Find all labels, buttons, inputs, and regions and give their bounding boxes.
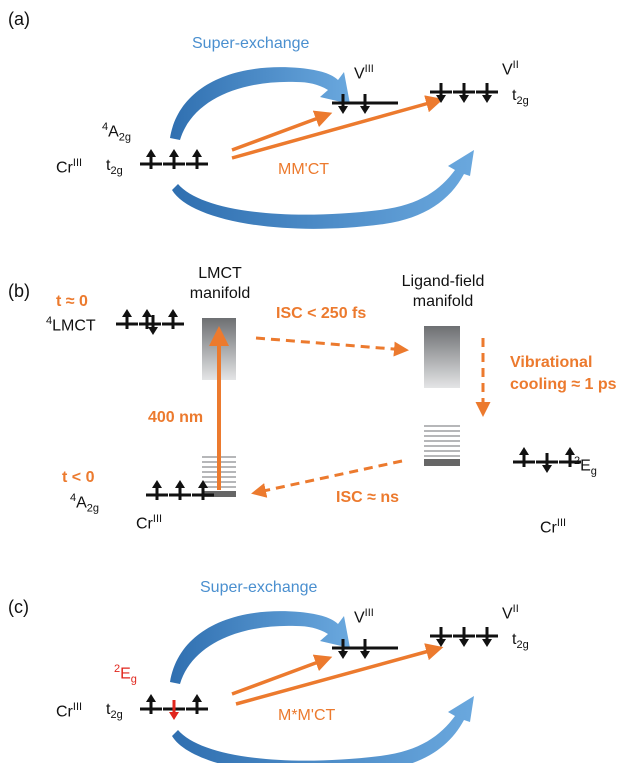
panel-c-tag: (c) bbox=[8, 597, 29, 617]
spin-down-arrow bbox=[436, 83, 446, 103]
spin-down-arrow bbox=[338, 639, 348, 659]
spin-down-arrow bbox=[459, 83, 469, 103]
viii-levels-a bbox=[332, 94, 398, 114]
cr-label-b: CrIII bbox=[136, 513, 163, 533]
isc-slow-arrow bbox=[251, 459, 403, 498]
spin-up-arrow bbox=[192, 694, 202, 714]
time-negative-label: t < 0 bbox=[62, 469, 95, 486]
spin-down-arrow bbox=[148, 315, 158, 335]
spin-down-arrow bbox=[542, 453, 552, 473]
superexchange-arc-top-a bbox=[170, 67, 350, 140]
mmct-arrow-to-viii bbox=[231, 110, 333, 152]
t2g-right-a: t2g bbox=[512, 87, 529, 108]
viii-levels-c bbox=[332, 639, 398, 659]
superexchange-label-a: Super-exchange bbox=[192, 35, 310, 52]
t2g-left-a: t2g bbox=[106, 157, 123, 178]
vii-label-c: VII bbox=[502, 603, 519, 623]
superexchange-arc-top-c bbox=[170, 611, 350, 684]
spin-down-arrow bbox=[459, 627, 469, 647]
eg-vibrational-levels bbox=[424, 425, 460, 466]
eg-state-label: 2Eg bbox=[574, 455, 597, 478]
panel-b-tag: (b) bbox=[8, 281, 30, 301]
spin-up-arrow bbox=[122, 309, 132, 329]
viii-label-a: VIII bbox=[354, 63, 374, 83]
cr-label-b-right: CrIII bbox=[540, 517, 567, 537]
superexchange-arc-bottom-a bbox=[172, 150, 474, 229]
superexchange-arc-bottom-c bbox=[172, 696, 474, 763]
spin-up-arrow bbox=[168, 309, 178, 329]
cr-label-c: CrIII bbox=[56, 701, 83, 721]
t2g-left-c: t2g bbox=[106, 701, 123, 722]
spin-up-arrow bbox=[152, 480, 162, 500]
spin-up-arrow bbox=[519, 447, 529, 467]
ligand-field-manifold-box bbox=[424, 326, 460, 388]
spin-up-arrow bbox=[192, 149, 202, 169]
lmct-levels bbox=[116, 309, 184, 335]
spin-down-arrow bbox=[482, 83, 492, 103]
isc-slow-label: ISC ≈ ns bbox=[336, 489, 400, 506]
panel-a-tag: (a) bbox=[8, 9, 30, 29]
cr-t2g-levels-a bbox=[140, 149, 208, 169]
vii-levels-c bbox=[430, 627, 498, 647]
lmct-state-label: 4LMCT bbox=[46, 315, 96, 335]
spin-up-arrow bbox=[565, 447, 575, 467]
mmct-arrow-to-vii-c bbox=[235, 643, 444, 706]
spin-up-arrow bbox=[198, 480, 208, 500]
vibrational-cooling-label: Vibrational cooling ≈ 1 ps bbox=[510, 354, 617, 393]
viii-label-c: VIII bbox=[354, 607, 374, 627]
lmct-manifold-title: LMCT manifold bbox=[189, 265, 251, 302]
spin-down-arrow bbox=[482, 627, 492, 647]
spin-down-arrow bbox=[338, 94, 348, 114]
spin-down-arrow bbox=[360, 639, 370, 659]
mmct-arrow-to-viii-c bbox=[231, 654, 333, 696]
spin-up-arrow bbox=[142, 309, 152, 329]
state-label-c: 2Eg bbox=[114, 663, 137, 686]
ground-state-label: 4A2g bbox=[70, 492, 100, 515]
cr-label-a: CrIII bbox=[56, 157, 83, 177]
spin-down-arrow bbox=[436, 627, 446, 647]
isc-fast-arrow bbox=[255, 336, 409, 357]
vii-levels-a bbox=[430, 83, 498, 103]
spin-up-arrow bbox=[175, 480, 185, 500]
state-label-a: 4A2g bbox=[102, 121, 132, 144]
isc-fast-label: ISC < 250 fs bbox=[276, 305, 367, 322]
ligand-field-manifold-title: Ligand-field manifold bbox=[401, 273, 485, 310]
superexchange-label-c: Super-exchange bbox=[200, 579, 318, 596]
spin-up-arrow bbox=[169, 149, 179, 169]
vii-label-a: VII bbox=[502, 59, 519, 79]
transfer-label-a: MM'CT bbox=[278, 161, 330, 178]
mmct-arrow-to-vii bbox=[231, 95, 444, 160]
cr-t2g-levels-c bbox=[140, 694, 208, 720]
spin-up-arrow bbox=[146, 694, 156, 714]
ground-levels bbox=[146, 480, 214, 500]
excitation-label: 400 nm bbox=[148, 409, 204, 426]
spin-down-arrow bbox=[360, 94, 370, 114]
transfer-label-c: M*M'CT bbox=[278, 707, 336, 724]
time-zero-label: t ≈ 0 bbox=[56, 293, 88, 310]
t2g-right-c: t2g bbox=[512, 631, 529, 652]
spin-up-arrow bbox=[146, 149, 156, 169]
eg-levels bbox=[513, 447, 581, 473]
excited-spin-down-arrow bbox=[169, 700, 179, 720]
